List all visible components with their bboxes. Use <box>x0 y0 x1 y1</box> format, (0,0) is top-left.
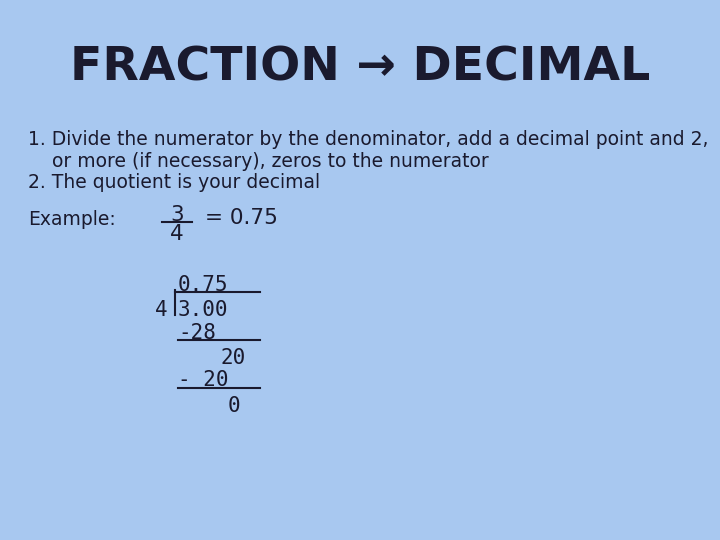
Text: 2. The quotient is your decimal: 2. The quotient is your decimal <box>28 173 320 192</box>
Text: 4: 4 <box>170 224 184 244</box>
Text: - 20: - 20 <box>178 370 228 390</box>
Text: 1. Divide the numerator by the denominator, add a decimal point and 2,: 1. Divide the numerator by the denominat… <box>28 130 708 149</box>
Text: -28: -28 <box>178 323 216 343</box>
Text: FRACTION → DECIMAL: FRACTION → DECIMAL <box>70 45 650 91</box>
Text: 3.00: 3.00 <box>178 300 228 320</box>
Text: 3: 3 <box>170 205 184 225</box>
Text: or more (if necessary), zeros to the numerator: or more (if necessary), zeros to the num… <box>28 152 489 171</box>
Text: 20: 20 <box>220 348 246 368</box>
Text: 0.75: 0.75 <box>178 275 228 295</box>
Text: 4: 4 <box>156 300 168 320</box>
Text: Example:: Example: <box>28 210 116 229</box>
Text: 0: 0 <box>228 396 240 416</box>
Text: = 0.75: = 0.75 <box>205 208 278 228</box>
